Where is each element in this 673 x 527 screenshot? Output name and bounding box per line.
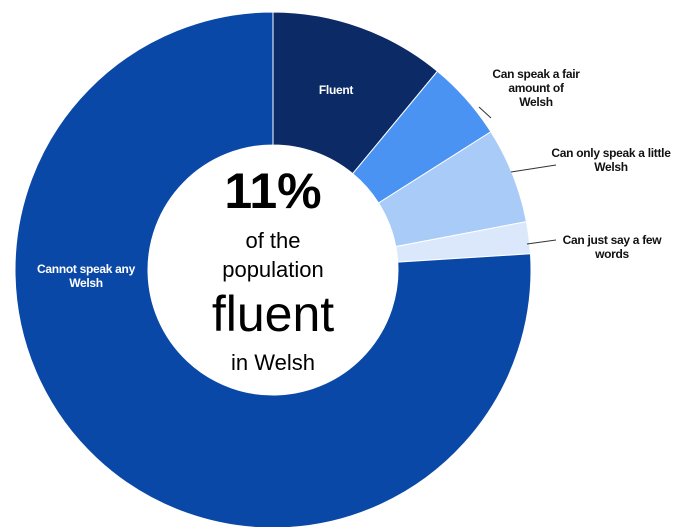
slice-label: Can just say a few words <box>562 233 662 261</box>
center-text: 11% <box>224 163 321 219</box>
leader-line <box>526 239 557 245</box>
center-text: of the <box>245 228 300 253</box>
center-text: fluent <box>212 286 334 342</box>
leader-line <box>478 106 492 119</box>
leader-line <box>510 164 557 173</box>
slice-label: Can speak a fair amount of Welsh <box>492 67 580 109</box>
slice-label: Cannot speak any Welsh <box>37 262 135 290</box>
slice-label: Fluent <box>318 83 354 97</box>
center-text: in Welsh <box>231 350 315 375</box>
center-text: population <box>222 257 324 282</box>
wedge <box>14 11 532 527</box>
wedges <box>14 11 532 527</box>
slice-label: Can only speak a little Welsh <box>551 146 671 174</box>
